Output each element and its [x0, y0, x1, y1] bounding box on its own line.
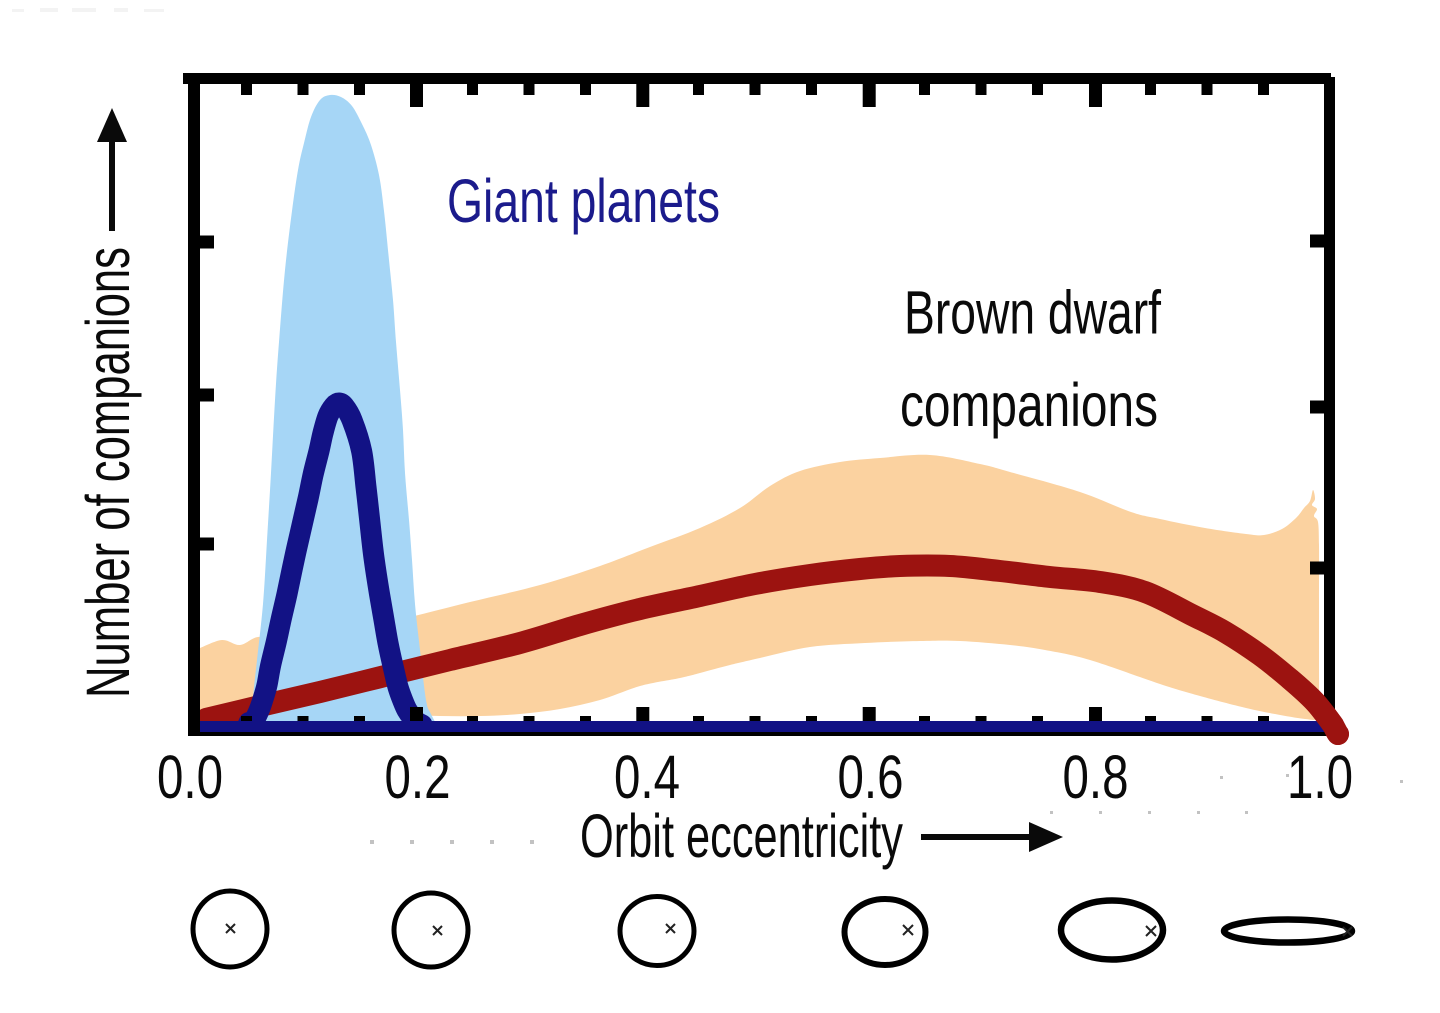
svg-text:0.2: 0.2 [385, 743, 451, 811]
svg-text:companions: companions [900, 371, 1158, 439]
svg-text:1.0: 1.0 [1287, 743, 1353, 811]
svg-text:0.6: 0.6 [838, 743, 904, 811]
svg-text:0.0: 0.0 [157, 743, 223, 811]
svg-text:Giant planets: Giant planets [447, 167, 720, 235]
svg-text:Brown dwarf: Brown dwarf [904, 279, 1162, 347]
svg-text:0.4: 0.4 [614, 743, 680, 811]
svg-text:0.8: 0.8 [1063, 743, 1129, 811]
svg-text:Number of companions: Number of companions [74, 247, 142, 698]
svg-text:Orbit eccentricity: Orbit eccentricity [580, 802, 903, 870]
